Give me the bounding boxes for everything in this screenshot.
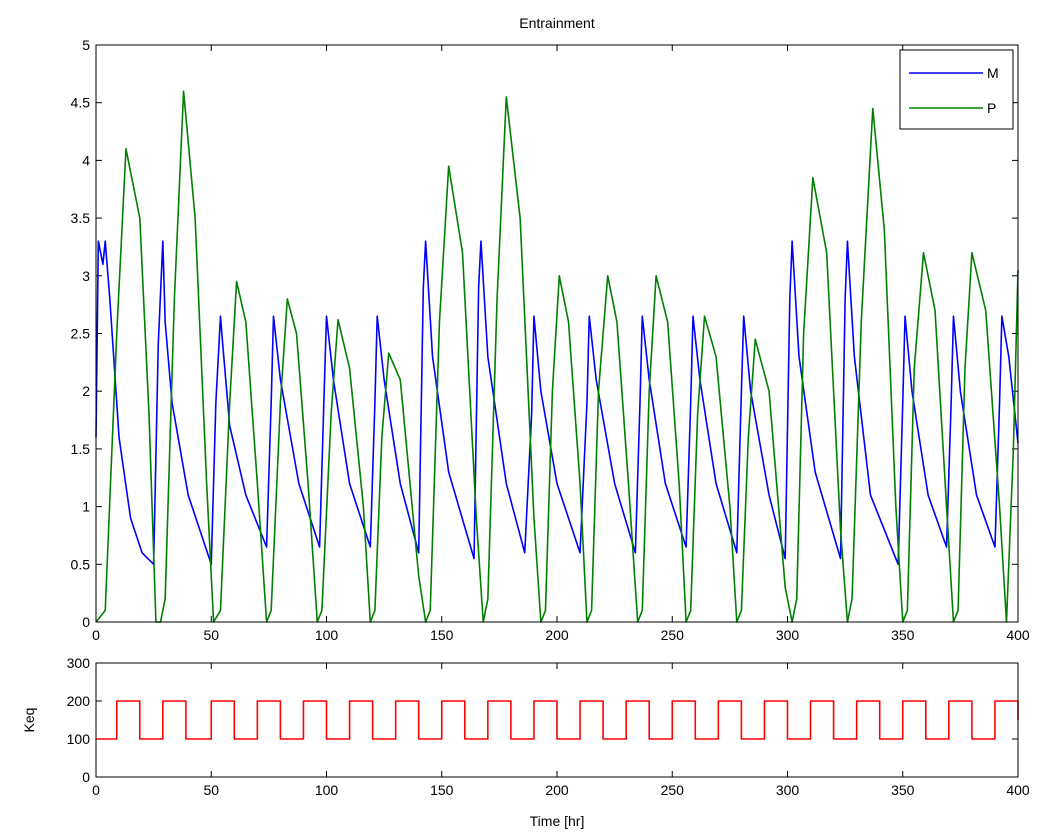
bottom-x-tick-label: 250 [661,782,685,798]
x-axis-label: Time [hr] [530,813,585,829]
bottom-axis-ticks: 0 50 100 150 200 250 300 350 400 0 100 200 300 [67,655,1030,798]
bottom-y-tick-label: 100 [67,731,91,747]
top-x-tick-label: 200 [545,627,569,643]
bottom-y-tick-label: 200 [67,693,91,709]
bottom-chart-panel: 0 50 100 150 200 250 300 350 400 0 100 200 300 Time … [21,655,1030,829]
top-plot-area [96,45,1018,622]
bottom-line-series-0 [96,700,1019,740]
bottom-plot-lines [96,700,1019,740]
top-x-tick-label: 0 [92,627,100,643]
legend-box [899,49,1014,130]
top-x-tick-label: 350 [891,627,915,643]
top-x-tick-label: 400 [1006,627,1030,643]
top-x-tick-label: 50 [203,627,219,643]
top-chart-panel: Entrainment 0 50 100 150 200 250 300 350 400 0 0.5… [71,15,1030,643]
top-y-tick-label: 5 [82,37,90,53]
top-y-tick-label: 3 [82,268,90,284]
legend: M P [899,49,1014,130]
bottom-plot-border [95,662,1019,778]
top-line-m [95,240,1019,566]
top-y-tick-label: 1 [82,499,90,515]
y-axis-label-keq: Keq [21,708,37,733]
legend-label-p: P [987,100,996,116]
bottom-x-tick-label: 300 [776,782,800,798]
top-y-tick-label: 4 [82,152,90,168]
bottom-x-tick-label: 350 [891,782,915,798]
top-y-tick-label: 0.5 [71,556,91,572]
top-y-tick-label: 3.5 [71,210,91,226]
top-axis-ticks: 0 50 100 150 200 250 300 350 400 0 0.5 1 1.5 2 2.5 3 3.5… [71,37,1030,643]
top-x-tick-label: 250 [661,627,685,643]
chart-title: Entrainment [519,15,595,31]
top-plot-border [95,44,1019,623]
top-line-p [95,90,1019,623]
top-x-tick-label: 150 [430,627,454,643]
bottom-x-tick-label: 0 [92,782,100,798]
top-y-tick-label: 2.5 [71,326,91,342]
bottom-y-tick-label: 300 [67,655,91,671]
top-y-tick-label: 2 [82,383,90,399]
bottom-x-tick-label: 150 [430,782,454,798]
top-y-tick-label: 1.5 [71,441,91,457]
bottom-x-tick-label: 200 [545,782,569,798]
top-x-tick-label: 300 [776,627,800,643]
bottom-y-tick-label: 0 [82,769,90,785]
bottom-x-tick-label: 100 [315,782,339,798]
top-x-tick-label: 100 [315,627,339,643]
legend-label-m: M [987,65,999,81]
top-plot-lines [95,90,1019,623]
top-y-tick-label: 4.5 [71,95,91,111]
top-y-tick-label: 0 [82,614,90,630]
bottom-x-tick-label: 400 [1006,782,1030,798]
bottom-x-tick-label: 50 [203,782,219,798]
